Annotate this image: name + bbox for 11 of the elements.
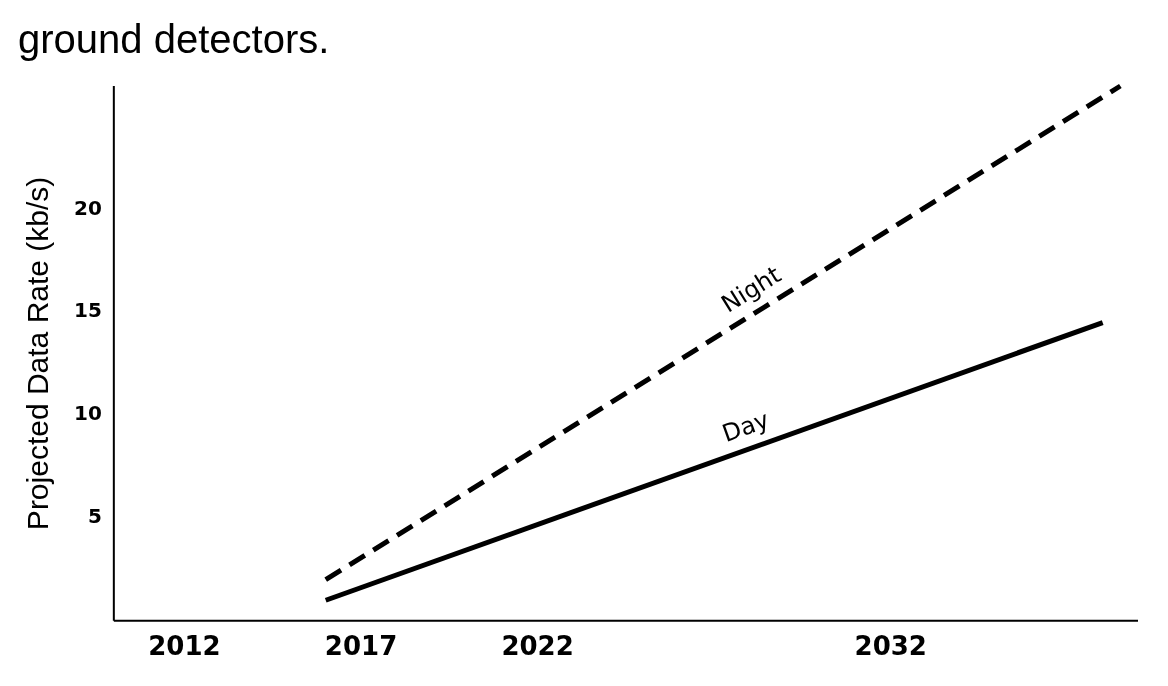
text: Day <box>718 405 773 448</box>
y-tick-label: 5 <box>87 504 102 529</box>
y-tick-label: 15 <box>73 298 102 323</box>
x-tick-label: 2017 <box>324 631 398 662</box>
y-tick-label: 20 <box>73 195 102 220</box>
chart-title: ground detectors. <box>18 17 330 62</box>
x-tick-label: 2012 <box>148 631 221 662</box>
x-tick-label: 2022 <box>501 631 574 662</box>
y-tick-label: 10 <box>73 401 102 426</box>
x-tick-label: 2032 <box>854 631 927 662</box>
y-axis-title: Projected Data Rate (kb/s) <box>21 176 55 531</box>
